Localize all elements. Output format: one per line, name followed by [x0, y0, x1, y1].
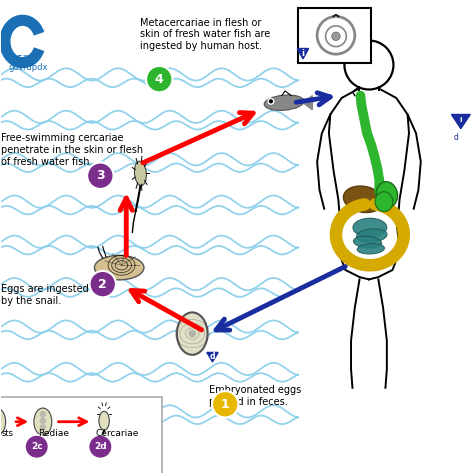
Circle shape: [189, 330, 196, 337]
Text: 2c: 2c: [31, 442, 43, 451]
Ellipse shape: [135, 161, 146, 186]
Ellipse shape: [177, 312, 208, 355]
Text: d: d: [210, 352, 215, 361]
Circle shape: [268, 99, 274, 104]
Text: gov/dpdx: gov/dpdx: [9, 63, 48, 72]
Text: sts: sts: [1, 429, 13, 438]
Polygon shape: [207, 353, 218, 362]
Circle shape: [89, 435, 112, 458]
Circle shape: [39, 424, 46, 431]
Text: Eggs are ingested
by the snail.: Eggs are ingested by the snail.: [1, 284, 89, 306]
Ellipse shape: [376, 182, 398, 208]
Circle shape: [39, 418, 46, 424]
FancyBboxPatch shape: [298, 9, 371, 63]
Ellipse shape: [375, 192, 393, 211]
Ellipse shape: [344, 186, 383, 212]
Circle shape: [90, 271, 116, 297]
Text: 4: 4: [155, 73, 164, 86]
Polygon shape: [303, 96, 312, 110]
Text: 1: 1: [221, 398, 229, 411]
Text: 2: 2: [98, 278, 107, 291]
Circle shape: [212, 391, 238, 418]
Ellipse shape: [34, 408, 52, 436]
Text: i: i: [460, 117, 462, 123]
Ellipse shape: [353, 218, 387, 237]
Circle shape: [146, 66, 173, 92]
FancyBboxPatch shape: [0, 397, 162, 474]
Text: Rediae: Rediae: [38, 429, 69, 438]
Text: Free-swimming cercariae
penetrate in the skin or flesh
of fresh water fish.: Free-swimming cercariae penetrate in the…: [1, 133, 144, 166]
Ellipse shape: [99, 411, 109, 430]
Text: Embryonated eggs
passed in feces.: Embryonated eggs passed in feces.: [209, 385, 301, 407]
Circle shape: [270, 100, 273, 103]
Text: PLE™: PLE™: [9, 55, 30, 61]
Circle shape: [25, 435, 48, 458]
Ellipse shape: [357, 244, 384, 254]
Ellipse shape: [0, 408, 6, 436]
Circle shape: [39, 411, 46, 418]
Text: Cercariae: Cercariae: [95, 429, 138, 438]
Polygon shape: [297, 48, 309, 59]
Text: d: d: [454, 133, 459, 142]
Ellipse shape: [264, 95, 304, 110]
Ellipse shape: [356, 229, 387, 242]
Text: 3: 3: [96, 169, 105, 182]
Circle shape: [87, 163, 114, 189]
Ellipse shape: [354, 236, 382, 248]
Text: i: i: [301, 49, 304, 58]
Ellipse shape: [94, 255, 144, 280]
Text: Metacercariae in flesh or
skin of fresh water fish are
ingested by human host.: Metacercariae in flesh or skin of fresh …: [140, 18, 271, 51]
Circle shape: [332, 32, 340, 40]
Polygon shape: [451, 115, 470, 128]
Text: 2d: 2d: [94, 442, 107, 451]
